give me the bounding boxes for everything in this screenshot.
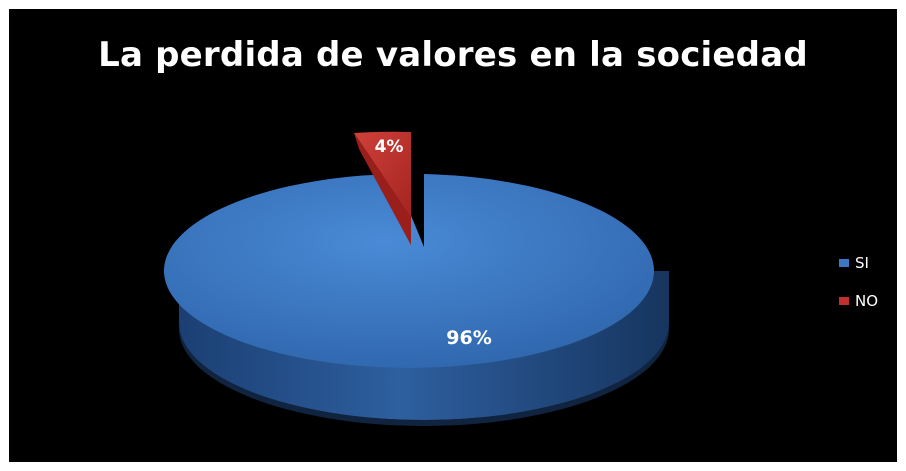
chart-title: La perdida de valores en la sociedad [98, 35, 808, 75]
slice-si-top [164, 174, 655, 368]
data-label-si: 96% [446, 327, 491, 349]
chart-area: La perdida de valores en la sociedad [9, 9, 897, 462]
legend-label-si: SI [855, 254, 869, 272]
pie-chart: 96% 4% [164, 131, 669, 426]
legend-label-no: NO [855, 292, 879, 310]
legend-swatch-no [839, 297, 849, 305]
legend-item-si: SI [839, 252, 878, 274]
slice-no-front [354, 133, 411, 245]
legend-swatch-si [839, 259, 849, 267]
legend: SI NO [839, 252, 878, 328]
slice-no-top [354, 131, 411, 217]
slice-si [164, 174, 669, 426]
slice-no [354, 131, 411, 245]
data-label-no: 4% [375, 137, 404, 157]
legend-item-no: NO [839, 290, 878, 312]
